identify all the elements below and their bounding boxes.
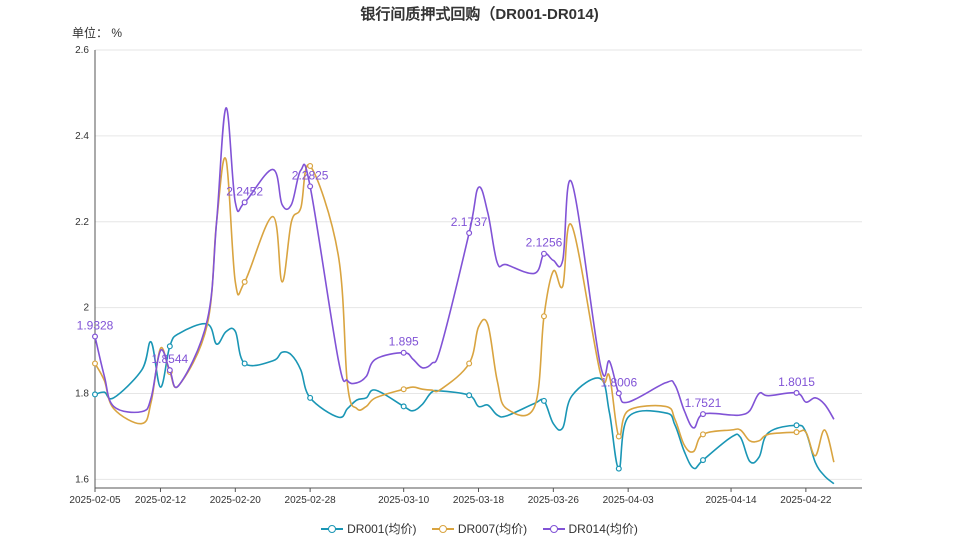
data-point-dr014 <box>699 411 706 418</box>
series-line-dr014 <box>95 107 835 429</box>
data-point-dr001 <box>241 360 248 367</box>
data-point-dr001 <box>91 391 98 398</box>
chart-title: 银行间质押式回购（DR001-DR014) <box>360 6 599 23</box>
data-point-dr007 <box>400 386 407 393</box>
data-point-dr001 <box>699 457 706 464</box>
data-point-dr007 <box>540 313 547 320</box>
data-label-dr014: 1.8544 <box>151 352 188 366</box>
data-point-dr001 <box>615 465 622 472</box>
y-tick-label: 2.4 <box>75 131 89 142</box>
data-point-dr014 <box>466 230 473 237</box>
y-tick-label: 2.2 <box>75 217 89 228</box>
data-label-dr014: 1.7521 <box>685 396 722 410</box>
data-point-dr001 <box>166 343 173 350</box>
data-point-dr014 <box>615 390 622 397</box>
legend-swatch-dr001 <box>321 524 344 534</box>
data-point-dr001 <box>540 397 547 404</box>
data-label-dr014: 2.2452 <box>226 184 263 198</box>
data-point-dr001 <box>400 403 407 410</box>
data-point-dr007 <box>699 431 706 438</box>
legend: DR001(均价) DR007(均价) DR014(均价) <box>0 520 959 537</box>
data-point-dr007 <box>793 429 800 436</box>
data-point-dr014 <box>307 183 314 190</box>
series-line-dr007 <box>95 157 835 463</box>
data-label-dr014: 1.895 <box>389 335 419 349</box>
y-tick-label: 1.6 <box>75 474 89 485</box>
data-point-dr007 <box>91 360 98 367</box>
x-tick-label: 2025-02-20 <box>210 495 262 506</box>
data-point-dr014 <box>166 367 173 374</box>
data-point-dr001 <box>793 422 800 429</box>
data-label-dr014: 2.1737 <box>451 215 488 229</box>
data-point-dr001 <box>466 392 473 399</box>
legend-label-dr014: DR014(均价) <box>568 522 638 536</box>
data-point-dr014 <box>400 349 407 356</box>
data-point-dr007 <box>307 162 314 169</box>
data-point-dr014 <box>793 389 800 396</box>
data-point-dr007 <box>241 278 248 285</box>
data-label-dr014: 1.8015 <box>778 375 815 389</box>
y-tick-label: 1.8 <box>75 389 89 400</box>
x-tick-label: 2025-04-22 <box>780 495 832 506</box>
data-point-dr014 <box>91 333 98 340</box>
data-label-dr014: 2.1256 <box>526 236 563 250</box>
x-tick-label: 2025-03-18 <box>453 495 505 506</box>
x-tick-label: 2025-04-14 <box>705 495 757 506</box>
legend-label-dr007: DR007(均价) <box>457 522 528 536</box>
x-tick-label: 2025-02-28 <box>285 495 337 506</box>
data-point-dr014 <box>241 199 248 206</box>
y-unit-label: 单位： % <box>72 26 123 40</box>
data-point-dr001 <box>307 394 314 401</box>
data-label-dr014: 2.2825 <box>292 168 329 182</box>
data-label-dr014: 1.9328 <box>77 319 114 333</box>
data-label-dr014: 1.8006 <box>600 375 637 389</box>
y-tick-label: 2 <box>83 303 89 314</box>
x-tick-label: 2025-03-10 <box>378 495 430 506</box>
y-tick-label: 2.6 <box>75 45 89 56</box>
x-tick-label: 2025-02-05 <box>69 495 121 506</box>
x-tick-label: 2025-03-26 <box>528 495 580 506</box>
series-line-dr001 <box>95 322 835 485</box>
legend-swatch-dr007 <box>431 524 454 534</box>
legend-label-dr001: DR001(均价) <box>347 522 417 536</box>
legend-item-dr007[interactable]: DR007(均价) <box>431 520 528 537</box>
x-tick-label: 2025-04-03 <box>603 495 655 506</box>
data-point-dr007 <box>466 360 473 367</box>
legend-item-dr014[interactable]: DR014(均价) <box>542 520 638 537</box>
legend-swatch-dr014 <box>542 524 565 534</box>
x-tick-label: 2025-02-12 <box>135 495 187 506</box>
legend-item-dr001[interactable]: DR001(均价) <box>321 520 416 537</box>
data-point-dr007 <box>615 433 622 440</box>
data-point-dr014 <box>540 250 547 257</box>
